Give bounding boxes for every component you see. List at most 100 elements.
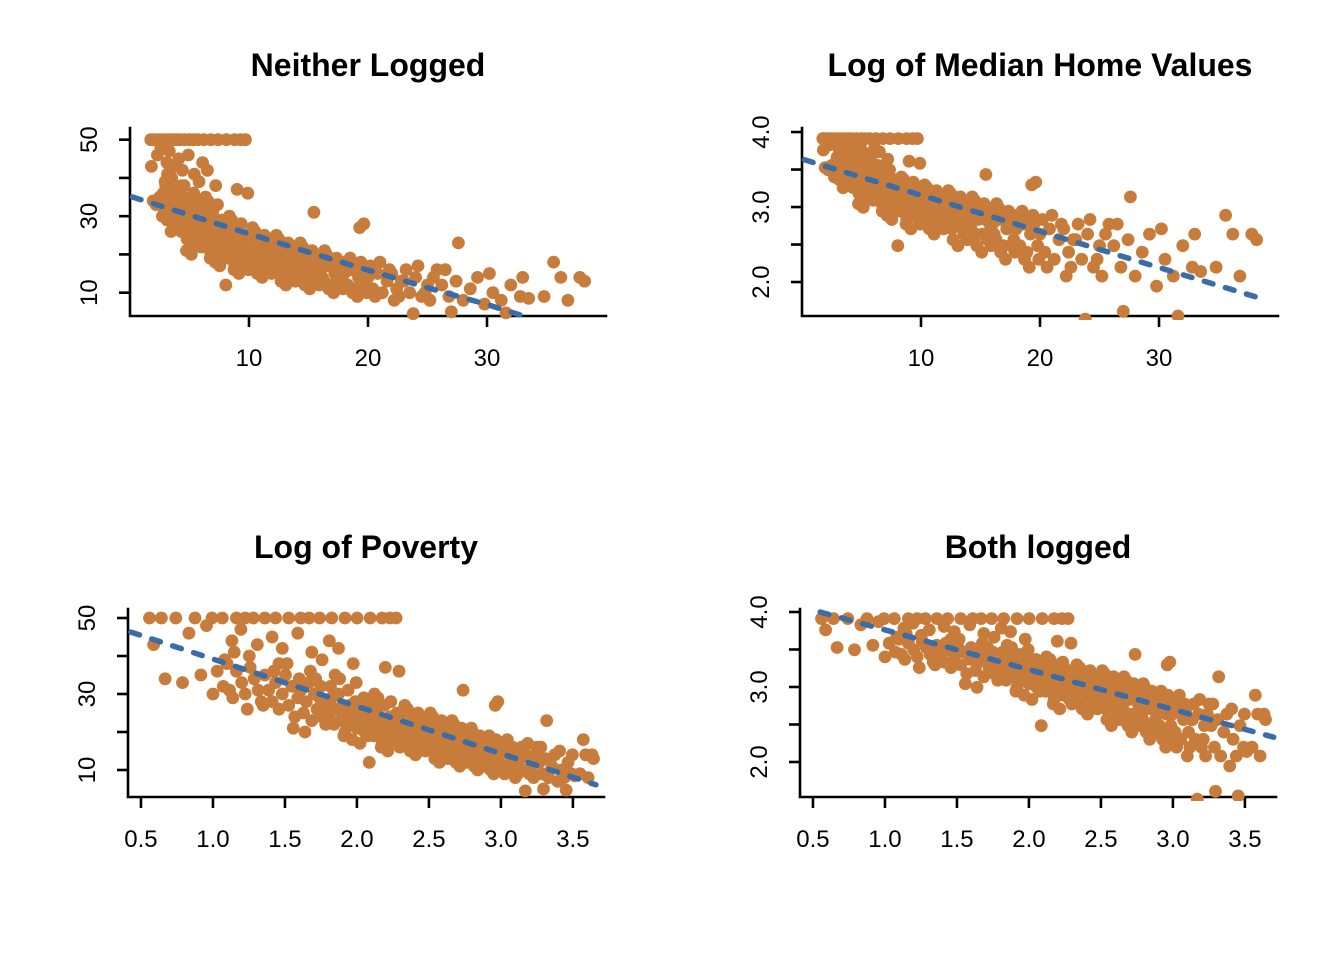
scatter-point: [919, 612, 932, 625]
scatter-point: [243, 661, 257, 674]
scatter-point: [977, 197, 991, 211]
scatter-point: [977, 627, 991, 640]
scatter-point: [238, 687, 252, 701]
scatter-point: [1194, 265, 1208, 278]
scatter-point: [1217, 725, 1231, 739]
scatter-point: [274, 274, 288, 288]
scatter-point: [883, 163, 896, 177]
scatter-point: [1150, 279, 1163, 293]
scatter-point: [411, 259, 425, 273]
x-tick-label: 1.5: [268, 826, 301, 853]
scatter-points: [144, 133, 591, 320]
scatter-point: [1000, 638, 1014, 652]
scatter-point: [1128, 648, 1142, 661]
scatter-point: [1190, 792, 1204, 801]
scatter-point: [895, 170, 908, 184]
scatter-point: [1040, 650, 1053, 664]
scatter-point: [922, 222, 936, 236]
scatter-point: [145, 160, 158, 173]
scatter-point: [587, 752, 600, 765]
axis-lines: [126, 607, 606, 799]
scatter-points: [143, 611, 600, 798]
scatter-point: [508, 771, 522, 784]
scatter-point: [156, 209, 169, 223]
scatter-point: [213, 259, 227, 273]
scatter-point: [522, 292, 536, 305]
x-tick-label: 3.5: [1228, 826, 1261, 853]
x-tick-label: 3.5: [556, 826, 589, 853]
scatter-point: [1022, 612, 1036, 625]
scatter-point: [561, 293, 575, 307]
scatter-point: [270, 228, 283, 242]
scatter-point: [953, 190, 967, 204]
scatter-point: [1059, 269, 1073, 283]
scatter-point: [322, 282, 336, 296]
scatter-point: [1121, 233, 1135, 247]
scatter-point: [456, 683, 470, 697]
scatter-point: [878, 650, 892, 664]
scatter-point: [974, 612, 988, 625]
scatter-point: [368, 687, 381, 701]
scatter-point: [272, 702, 286, 716]
scatter-point: [292, 672, 306, 686]
scatter-point: [403, 286, 417, 300]
scatter-point: [1095, 269, 1109, 283]
scatter-point: [1021, 643, 1035, 657]
scatter-point: [1090, 252, 1104, 266]
scatter-point: [162, 144, 176, 158]
scatter-point: [239, 133, 252, 147]
scatter-point: [537, 290, 551, 303]
scatter-point: [952, 632, 966, 646]
scatter-point: [411, 706, 425, 720]
scatter-point: [180, 244, 193, 257]
scatter-point: [578, 274, 591, 288]
scatter-point: [225, 634, 239, 648]
scatter-point: [332, 278, 346, 292]
scatter-point: [873, 145, 886, 159]
scatter-point: [987, 227, 1001, 241]
scatter-point: [463, 282, 477, 296]
scatter-point: [944, 661, 958, 674]
scatter-point: [819, 623, 832, 637]
scatter-point: [309, 672, 323, 686]
scatter-point: [1219, 208, 1232, 222]
scatter-point: [322, 634, 336, 648]
x-tick-label: 10: [236, 345, 263, 372]
scatter-point: [158, 672, 172, 686]
scatter-point: [230, 611, 243, 625]
scatter-point: [1136, 677, 1150, 691]
scatter-point: [305, 714, 319, 727]
scatter-point: [315, 653, 329, 667]
scatter-point: [1208, 740, 1221, 754]
scatter-point: [269, 611, 282, 625]
scatter-point: [219, 278, 233, 292]
scatter-point: [209, 179, 223, 193]
trend-line: [128, 629, 599, 788]
scatter-point: [240, 702, 254, 716]
scatter-point: [177, 179, 191, 193]
scatter-point: [534, 740, 548, 754]
scatter-point: [435, 278, 449, 292]
scatter-point: [486, 286, 500, 300]
scatter-point: [332, 687, 345, 701]
scatter-point: [1018, 632, 1032, 646]
scatter-point: [1163, 655, 1177, 669]
x-tick-label: 30: [1146, 345, 1173, 372]
scatter-point: [958, 677, 972, 691]
scatter-point: [1209, 784, 1222, 798]
x-tick-label: 2.0: [1012, 826, 1045, 853]
scatter-point: [848, 643, 861, 657]
scatter-point: [374, 740, 388, 754]
scatter-point: [305, 645, 319, 659]
scatter-points: [815, 612, 1272, 801]
scatter-point: [1226, 227, 1240, 241]
scatter-point: [913, 156, 927, 170]
scatter-point: [362, 756, 376, 769]
x-tick-label: 1.0: [196, 826, 229, 853]
scatter-point: [963, 618, 977, 632]
scatter-point: [484, 763, 497, 777]
scatter-point: [566, 748, 579, 762]
scatter-point: [341, 683, 355, 697]
scatter-point: [906, 616, 920, 630]
x-tick-label: 10: [908, 345, 935, 372]
